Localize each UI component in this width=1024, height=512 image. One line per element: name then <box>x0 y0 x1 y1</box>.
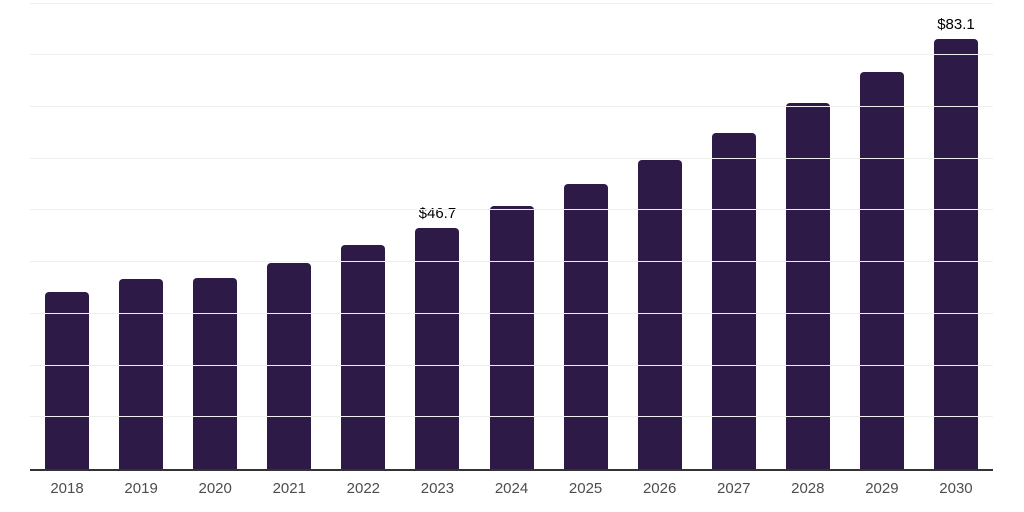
x-axis-label-2023: 2023 <box>420 480 455 497</box>
x-axis-label-2022: 2022 <box>346 480 381 497</box>
x-axis-label-2025: 2025 <box>568 480 603 497</box>
x-axis-label-2027: 2027 <box>717 480 751 497</box>
bar-slot-2024 <box>474 0 548 469</box>
x-axis: 2018 2019 2020 2021 2022 2023 2024 2025 2026 2027… <box>30 480 993 498</box>
gridline <box>30 106 993 108</box>
plot-area: $46.7 $83.1 <box>30 0 993 471</box>
gridline <box>30 54 993 56</box>
bar-2026 <box>637 159 682 469</box>
bar-2023 <box>415 227 460 469</box>
bar-2022 <box>341 245 386 469</box>
bar-2025 <box>563 183 608 469</box>
gridline <box>30 261 993 263</box>
gridline <box>30 312 993 314</box>
bar-slot-2019 <box>104 0 178 469</box>
x-axis-label-2026: 2026 <box>642 480 677 497</box>
bar-slot-2028 <box>771 0 845 469</box>
x-axis-label-2018: 2018 <box>50 480 84 497</box>
data-label-2023: $46.7 <box>418 204 457 222</box>
x-axis-label-2029: 2029 <box>865 480 899 497</box>
x-axis-label-2021: 2021 <box>272 480 306 497</box>
bar-slot-2025 <box>549 0 623 469</box>
bar-slot-2026 <box>623 0 697 469</box>
x-axis-label-2019: 2019 <box>124 480 158 497</box>
bar-slot-2030: $83.1 <box>919 0 993 469</box>
bar-2027 <box>711 133 756 469</box>
bar-slot-2020 <box>178 0 252 469</box>
bar-2018 <box>45 292 90 469</box>
bar-slot-2021 <box>252 0 326 469</box>
x-axis-label-2028: 2028 <box>791 480 825 497</box>
bar-2021 <box>267 263 312 469</box>
bar-slot-2018 <box>30 0 104 469</box>
bar-2030 <box>933 39 978 469</box>
bar-slot-2029 <box>845 0 919 469</box>
x-axis-label-2024: 2024 <box>494 480 529 497</box>
bar-row: $46.7 $83.1 <box>30 0 993 469</box>
bar-2024 <box>489 205 534 469</box>
bar-2019 <box>119 279 164 469</box>
bar-2028 <box>785 102 830 469</box>
bar-2020 <box>193 277 238 469</box>
gridline <box>30 2 993 4</box>
bar-slot-2023: $46.7 <box>400 0 474 469</box>
gridline <box>30 416 993 418</box>
x-axis-label-2030: 2030 <box>939 480 973 497</box>
bar-slot-2022 <box>326 0 400 469</box>
gridline <box>30 364 993 366</box>
x-axis-label-2020: 2020 <box>198 480 232 497</box>
data-label-2030: $83.1 <box>937 16 975 34</box>
gridline <box>30 157 993 159</box>
gridline <box>30 209 993 211</box>
bar-2029 <box>859 71 904 469</box>
bar-slot-2027 <box>697 0 771 469</box>
